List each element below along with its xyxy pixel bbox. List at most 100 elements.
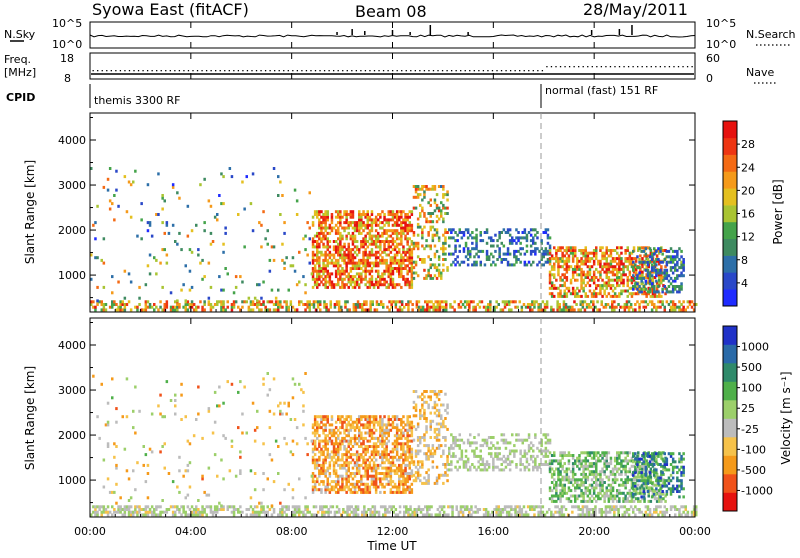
data-cell	[486, 250, 489, 253]
data-cell	[456, 468, 459, 471]
data-cell	[415, 409, 418, 412]
data-cell	[605, 513, 608, 516]
data-cell	[601, 508, 604, 511]
data-cell	[638, 247, 641, 250]
data-cell	[419, 450, 422, 453]
data-cell	[128, 508, 131, 511]
data-cell	[482, 444, 485, 447]
data-cell	[379, 216, 382, 219]
data-cell	[440, 209, 443, 212]
data-cell	[128, 272, 131, 275]
data-cell	[376, 300, 379, 303]
data-cell	[427, 479, 430, 482]
data-cell	[643, 285, 646, 288]
data-cell	[111, 202, 114, 205]
data-cell	[660, 281, 663, 284]
data-cell	[638, 308, 641, 311]
data-cell	[443, 505, 446, 508]
data-cell	[601, 295, 604, 298]
data-cell	[339, 243, 342, 246]
data-cell	[356, 442, 359, 445]
data-cell	[526, 439, 529, 442]
data-cell	[411, 453, 414, 456]
data-cell	[233, 291, 236, 294]
data-cell	[417, 425, 420, 428]
data-cell	[159, 306, 162, 309]
data-cell	[536, 455, 539, 458]
data-cell	[432, 444, 435, 447]
data-cell	[147, 183, 150, 186]
data-cell	[421, 228, 424, 231]
colorbar-tick-label: 20	[741, 184, 755, 197]
data-cell	[587, 254, 590, 257]
data-cell	[360, 415, 363, 418]
data-cell	[383, 272, 386, 275]
data-cell	[397, 513, 400, 516]
data-cell	[250, 505, 253, 508]
data-cell	[423, 215, 426, 218]
data-cell	[151, 235, 154, 238]
data-cell	[360, 464, 363, 467]
data-cell	[327, 248, 330, 251]
data-cell	[385, 477, 388, 480]
data-cell	[379, 243, 382, 246]
data-cell	[371, 229, 374, 232]
data-cell	[201, 505, 204, 508]
data-cell	[331, 459, 334, 462]
data-cell	[411, 281, 414, 284]
data-cell	[613, 308, 616, 311]
data-cell	[208, 262, 211, 265]
data-cell	[338, 303, 341, 306]
data-cell	[421, 199, 424, 202]
data-cell	[122, 300, 125, 303]
data-cell	[492, 444, 495, 447]
data-cell	[206, 513, 209, 516]
data-cell	[421, 236, 424, 239]
colorbar-segment	[723, 121, 737, 138]
data-cell	[335, 426, 338, 429]
data-cell	[647, 263, 650, 266]
data-cell	[327, 210, 330, 213]
data-cell	[423, 436, 426, 439]
data-cell	[375, 429, 378, 432]
data-cell	[668, 250, 671, 253]
data-cell	[396, 229, 399, 232]
data-cell	[501, 231, 504, 234]
data-cell	[421, 398, 424, 401]
data-cell	[336, 505, 339, 508]
data-cell	[381, 227, 384, 230]
data-cell	[450, 433, 453, 436]
data-cell	[434, 401, 437, 404]
data-cell	[411, 491, 414, 494]
data-cell	[446, 428, 449, 431]
data-cell	[432, 236, 435, 239]
data-cell	[262, 508, 265, 511]
data-cell	[498, 236, 501, 239]
data-cell	[593, 271, 596, 274]
data-cell	[216, 218, 219, 221]
data-cell	[428, 508, 431, 511]
data-cell	[549, 276, 552, 279]
data-cell	[645, 295, 648, 298]
data-cell	[124, 175, 127, 178]
data-cell	[404, 221, 407, 224]
data-cell	[306, 221, 309, 224]
data-cell	[446, 474, 449, 477]
data-cell	[421, 231, 424, 234]
data-cell	[657, 290, 660, 293]
data-cell	[601, 300, 604, 303]
data-cell	[556, 505, 559, 508]
data-cell	[402, 475, 405, 478]
data-cell	[312, 256, 315, 259]
data-cell	[570, 265, 573, 268]
data-cell	[388, 415, 391, 418]
data-cell	[111, 291, 114, 294]
data-cell	[434, 452, 437, 455]
data-cell	[502, 511, 505, 514]
data-cell	[394, 456, 397, 459]
data-cell	[533, 303, 536, 306]
data-cell	[584, 308, 587, 311]
data-cell	[582, 290, 585, 293]
data-cell	[386, 508, 389, 511]
data-cell	[526, 245, 529, 248]
